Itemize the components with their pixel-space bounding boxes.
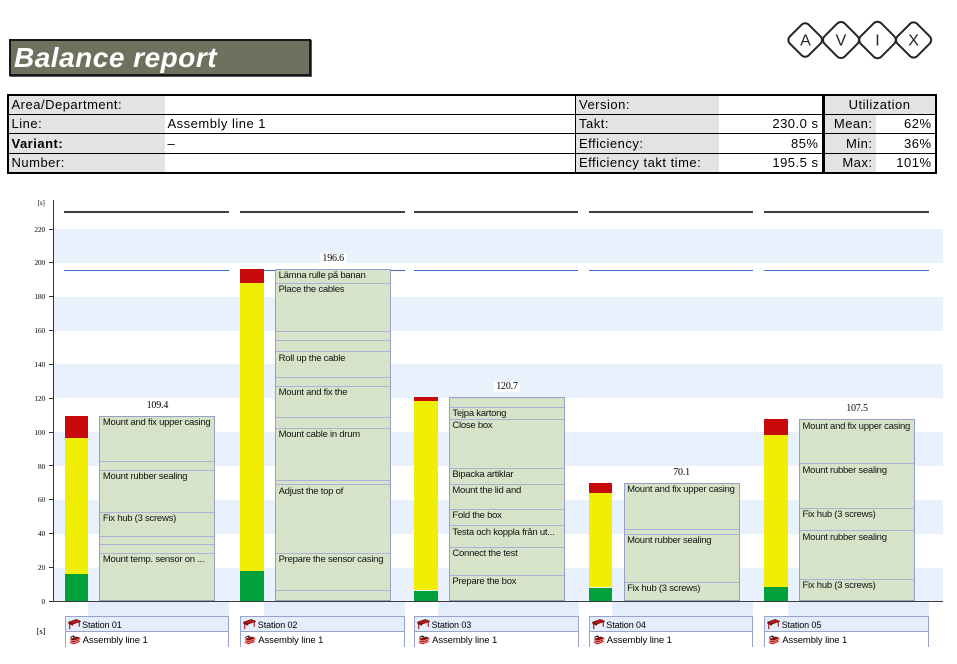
svg-text:X: X (908, 33, 919, 50)
svg-text:I: I (875, 33, 879, 50)
svg-text:A: A (800, 33, 811, 50)
svg-text:V: V (836, 33, 847, 50)
